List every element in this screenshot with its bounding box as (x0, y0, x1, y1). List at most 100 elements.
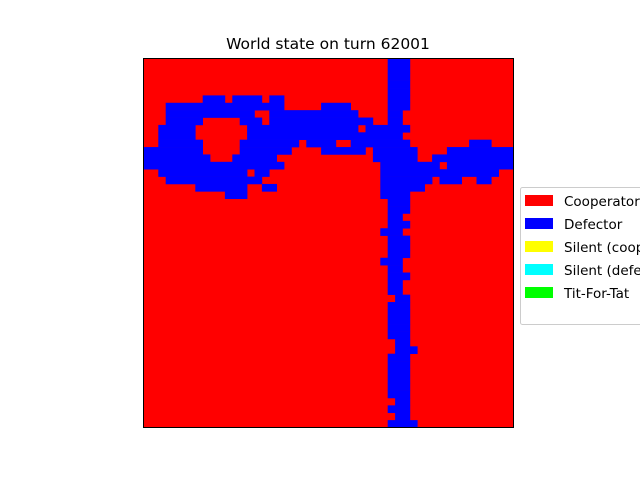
defector-cells (387, 65, 411, 74)
defector-cells (387, 279, 403, 288)
legend-swatch (525, 264, 553, 275)
defector-cells (143, 161, 285, 170)
defector-cells (387, 265, 403, 273)
defector-cells (387, 287, 403, 295)
defector-cells (365, 124, 411, 133)
defector-cells (387, 102, 411, 111)
defector-cells (269, 95, 285, 104)
defector-cells (395, 346, 418, 354)
defector-cells (158, 124, 196, 133)
defector-cells (239, 139, 300, 148)
defector-cells (269, 110, 359, 118)
defector-cells (247, 132, 403, 140)
legend-swatch (525, 218, 553, 229)
defector-cells (165, 102, 285, 111)
defector-cells (446, 161, 514, 170)
defector-cells (387, 316, 411, 325)
defector-cells (387, 206, 411, 214)
defector-cells (387, 361, 411, 369)
defector-cells (395, 397, 411, 406)
defector-cells (269, 117, 374, 126)
defector-cells (387, 302, 411, 310)
defector-cells (372, 147, 418, 155)
defector-cells (165, 176, 263, 185)
defector-cells (439, 176, 462, 185)
defector-cells (195, 183, 248, 192)
defector-cells (395, 338, 411, 347)
defector-cells (232, 95, 263, 104)
defector-cells (232, 154, 277, 163)
defector-cells (387, 95, 411, 104)
defector-cells (321, 102, 351, 111)
defector-cells (380, 228, 403, 236)
defector-cells (224, 191, 248, 200)
plot-area (143, 58, 514, 428)
defector-cells (387, 331, 411, 340)
defector-cells (202, 95, 226, 104)
plot-frame (143, 58, 514, 428)
defector-cells (247, 124, 359, 133)
legend: Cooperator Defector Silent (cooperator) Sil… (520, 187, 640, 325)
defector-cells (387, 220, 411, 229)
legend-label: Defector (564, 217, 623, 233)
defector-cells (387, 309, 411, 318)
legend-swatch (525, 241, 553, 252)
defector-cells (432, 154, 514, 163)
legend-label: Cooperator (564, 194, 640, 210)
defector-cells (387, 110, 403, 118)
defector-cells (387, 235, 411, 244)
defector-cells (380, 169, 499, 177)
defector-cells (372, 154, 418, 163)
legend-items: Cooperator Defector Silent (cooperator) Sil… (525, 194, 640, 302)
defector-cells (158, 132, 196, 140)
defector-cells (165, 117, 203, 126)
defector-cells (387, 58, 411, 67)
defector-cells (239, 147, 292, 155)
defector-cells (469, 139, 492, 148)
defector-cells (165, 110, 255, 118)
defector-cells (261, 183, 277, 192)
defector-cells (380, 257, 403, 266)
defector-cells (387, 88, 411, 96)
defector-cells (380, 161, 440, 170)
defector-cells (143, 154, 211, 163)
defector-cells (387, 73, 411, 81)
defector-cells (387, 272, 411, 281)
legend-swatch (525, 287, 553, 298)
defector-cells (387, 368, 411, 377)
defector-cells (321, 147, 366, 155)
defector-cells (254, 169, 270, 177)
defector-cells (387, 405, 411, 414)
defector-cells (306, 139, 337, 148)
defector-cells (387, 198, 411, 207)
defector-cells (380, 176, 433, 185)
legend-label: Silent (cooperator) (564, 240, 640, 256)
defector-cells (446, 147, 485, 155)
defector-cells (387, 353, 411, 362)
legend-label: Tit-For-Tat (563, 286, 629, 302)
defector-cells (158, 139, 203, 148)
defector-cells (387, 324, 411, 332)
defector-cells (387, 250, 411, 259)
defector-cells (143, 147, 203, 155)
defector-cells (387, 243, 411, 251)
defector-cells (239, 117, 263, 126)
defector-cells (387, 383, 411, 391)
defector-cells (387, 375, 411, 384)
chart-title: World state on turn 62001 (226, 35, 430, 53)
defector-cells (380, 183, 425, 192)
defector-cells (387, 80, 411, 89)
legend-label: Silent (defector) (564, 263, 640, 279)
defector-cells (483, 147, 514, 155)
defector-cells (158, 169, 248, 177)
defector-cells (476, 176, 492, 185)
legend-swatch (525, 195, 553, 206)
defector-cells (395, 294, 411, 303)
defector-cells (387, 420, 418, 428)
defector-cells (395, 412, 411, 421)
defector-cells (350, 139, 411, 148)
defector-cells (387, 117, 403, 126)
defector-cells (387, 390, 411, 399)
defector-cells (380, 191, 411, 200)
